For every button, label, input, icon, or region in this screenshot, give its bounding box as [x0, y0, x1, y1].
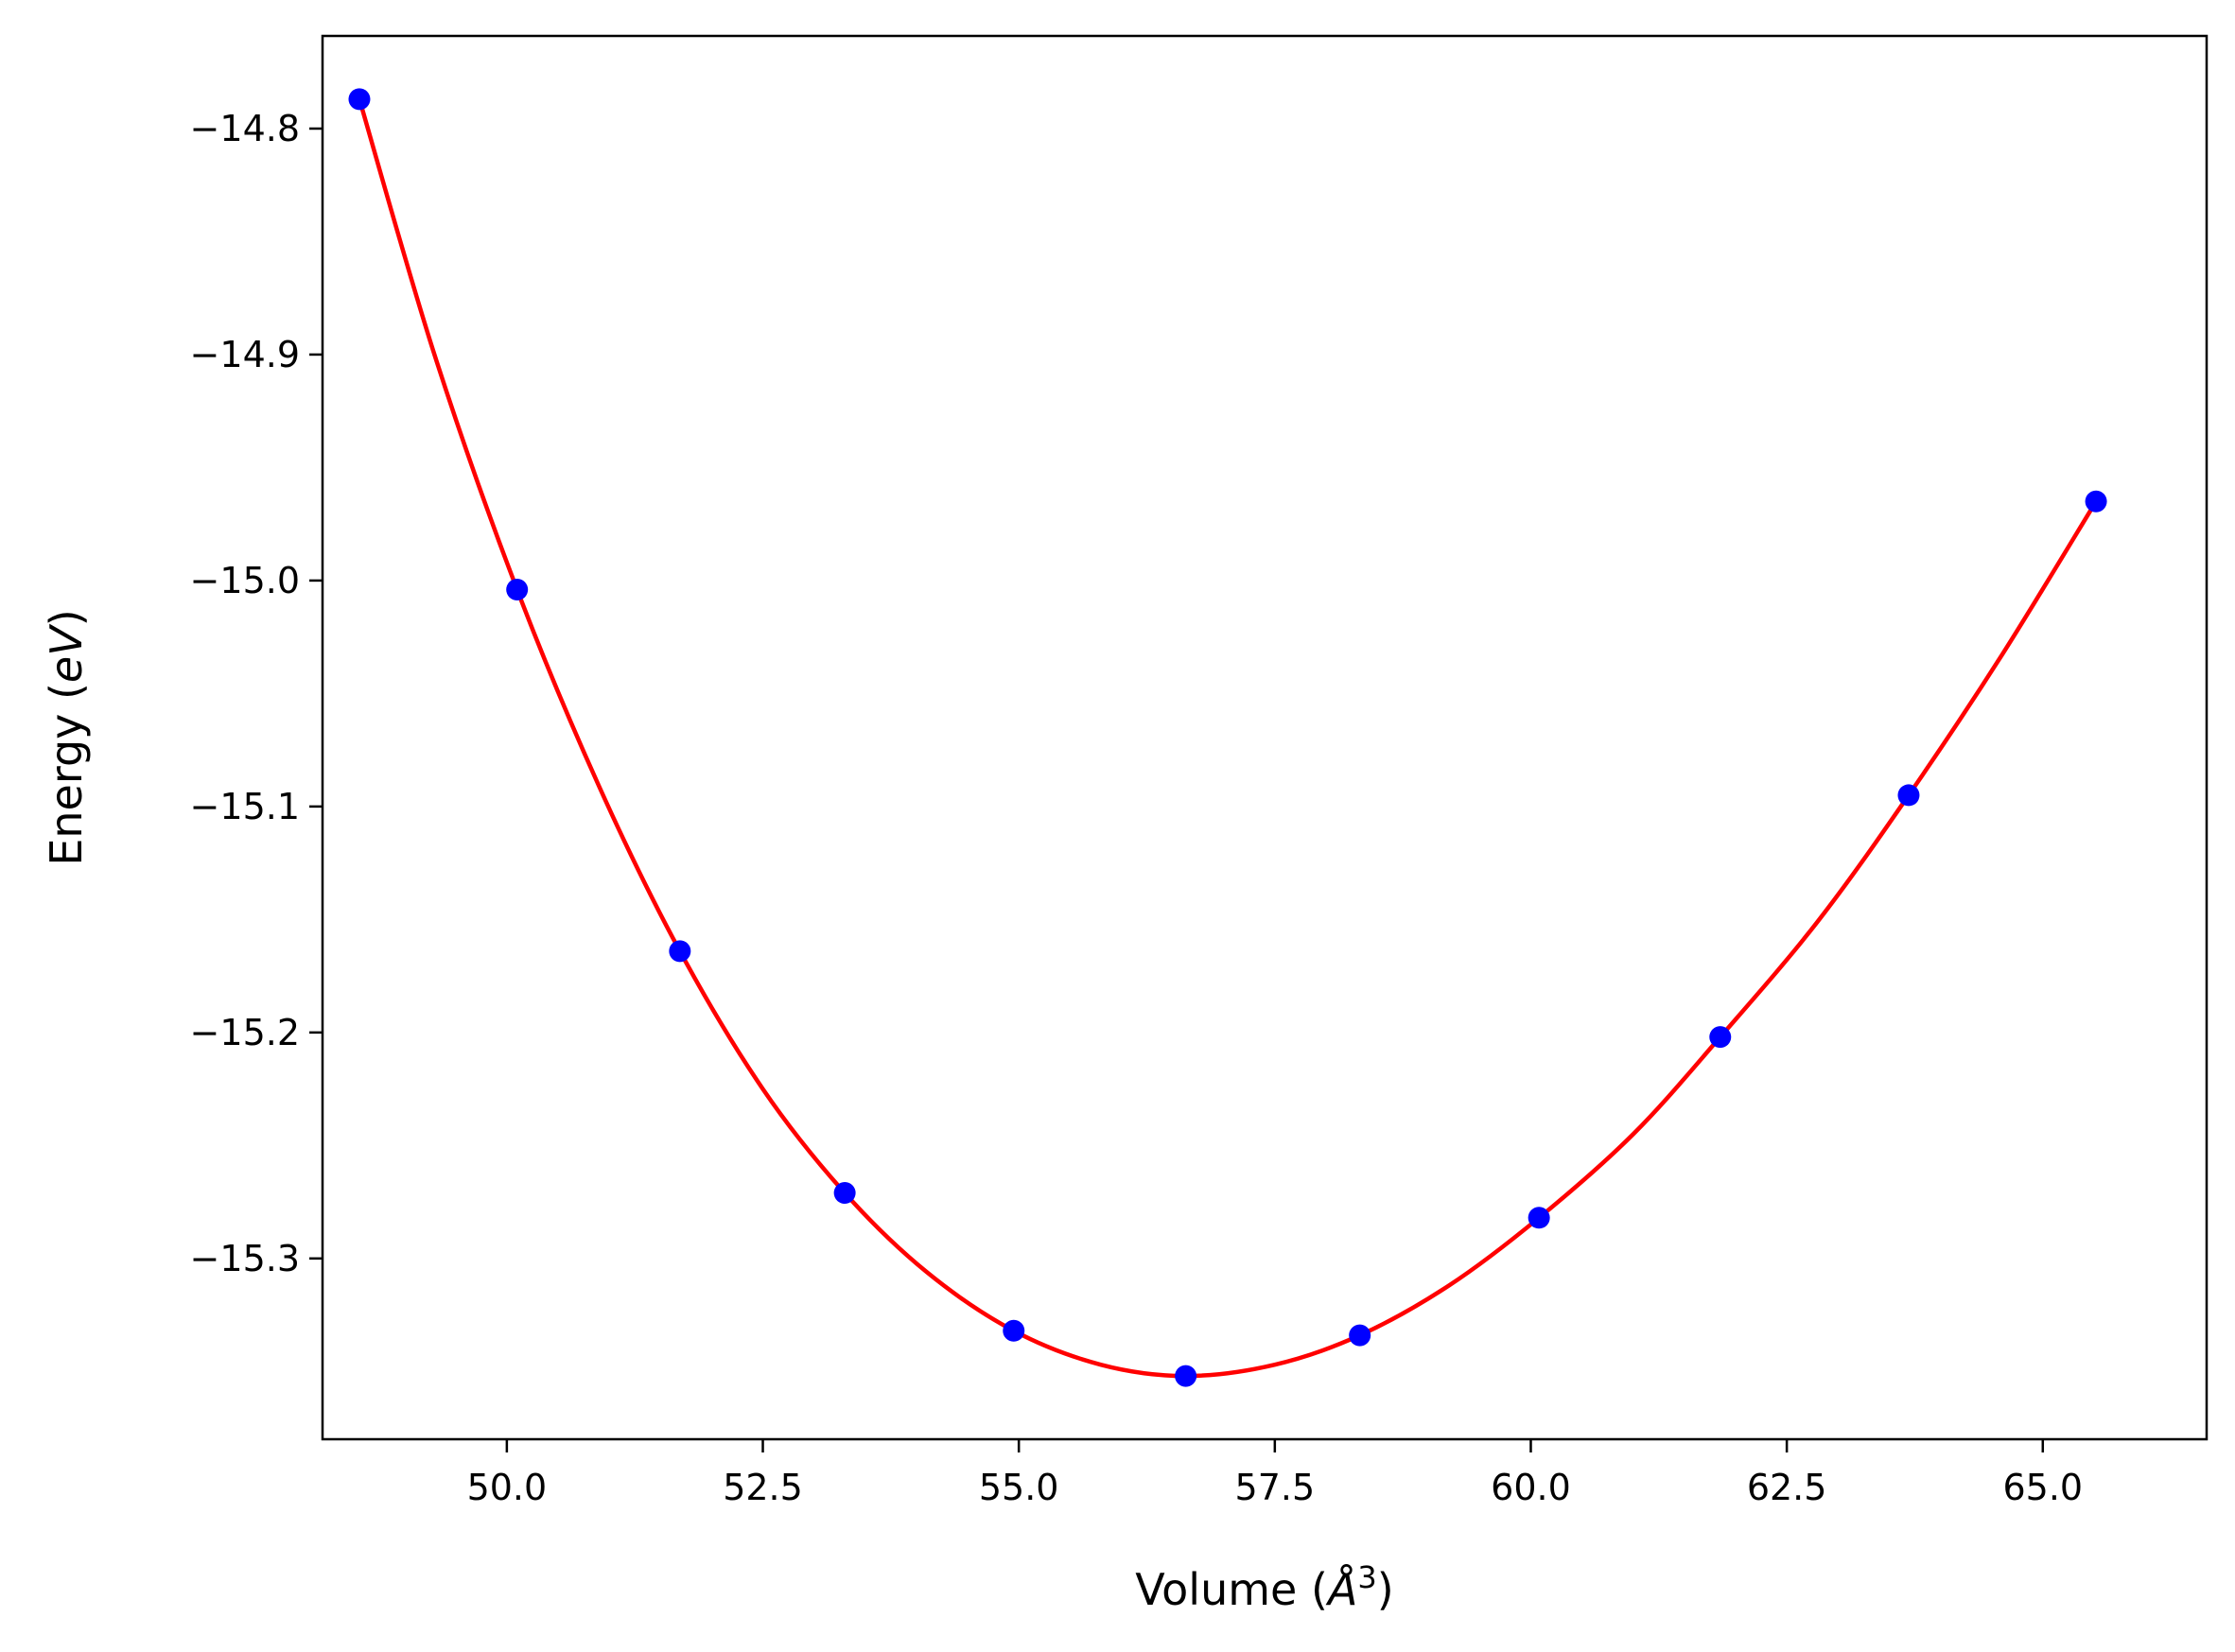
data-point	[348, 88, 371, 111]
x-axis-label-unit-exponent: 3	[1357, 1559, 1376, 1595]
x-tick-label: 50.0	[467, 1467, 548, 1508]
y-tick-label: −15.3	[190, 1238, 300, 1279]
y-tick-label: −15.1	[190, 786, 300, 827]
fit-curve-line	[357, 98, 2098, 1379]
data-point	[833, 1182, 856, 1205]
y-tick-label: −15.0	[190, 560, 300, 601]
data-point	[1175, 1365, 1197, 1387]
x-tick-label: 65.0	[2002, 1467, 2083, 1508]
x-axis-label: Volume (Å3)	[1135, 1559, 1393, 1615]
y-tick-label: −14.8	[190, 108, 300, 149]
y-tick-label: −15.2	[190, 1012, 300, 1053]
x-tick-label: 57.5	[1235, 1467, 1316, 1508]
data-point	[506, 578, 529, 600]
y-axis-label: Energy (eV)	[41, 609, 92, 865]
data-point	[1003, 1319, 1025, 1342]
y-axis-label-unit: eV	[41, 623, 92, 683]
x-axis-ticks: 50.0 52.5 55.0 57.5 60.0 62.5 65.0	[467, 1439, 2083, 1508]
x-axis-label-unit: Å	[1325, 1564, 1357, 1615]
data-point	[1897, 784, 1920, 807]
data-point	[1709, 1026, 1732, 1049]
y-axis-label-text: Energy	[41, 714, 92, 866]
data-point	[1528, 1207, 1550, 1229]
data-point	[1349, 1324, 1371, 1347]
data-point	[2085, 490, 2107, 513]
fit-curve-layer	[357, 98, 2098, 1379]
y-tick-label: −14.9	[190, 334, 300, 375]
x-axis-label-text: Volume	[1135, 1564, 1297, 1615]
x-tick-label: 55.0	[979, 1467, 1059, 1508]
x-tick-label: 52.5	[723, 1467, 803, 1508]
y-axis-ticks: −14.8 −14.9 −15.0 −15.1 −15.2 −15.3	[190, 108, 323, 1279]
x-tick-label: 62.5	[1747, 1467, 1827, 1508]
plot-frame	[321, 34, 2209, 1441]
data-points-layer	[348, 88, 2107, 1387]
x-tick-label: 60.0	[1491, 1467, 1571, 1508]
data-point	[669, 940, 691, 963]
plot-area	[323, 36, 2207, 1439]
